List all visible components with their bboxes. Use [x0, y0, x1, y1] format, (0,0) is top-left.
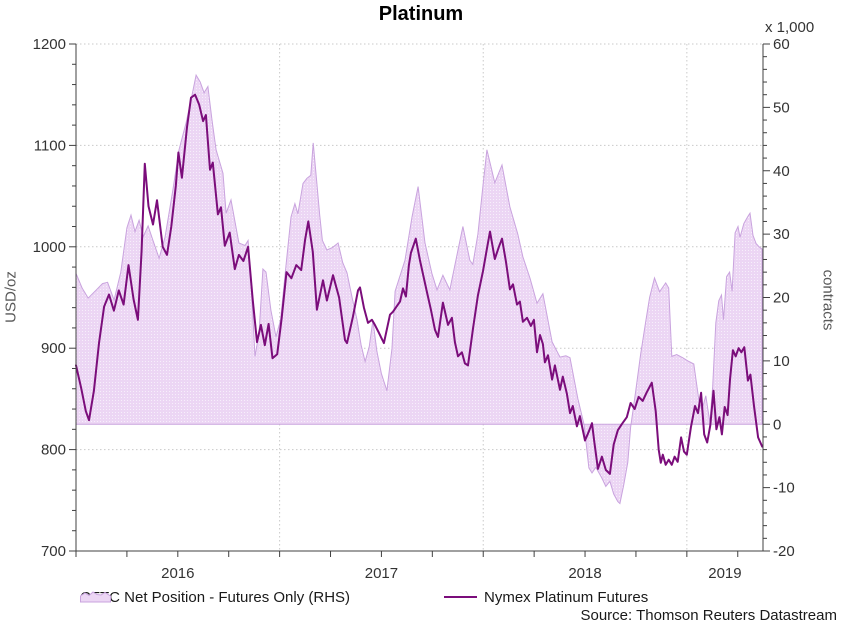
right-tick-label: 0 — [773, 416, 781, 433]
year-label: 2016 — [161, 565, 194, 582]
source-credit: Source: Thomson Reuters Datastream — [580, 607, 837, 624]
chart-title: Platinum — [378, 3, 464, 25]
area-swatch-icon — [80, 591, 111, 603]
legend-item-cftc-area: CFTC Net Position - Futures Only (RHS) — [80, 588, 351, 606]
left-tick-label: 1100 — [34, 137, 66, 154]
left-tick-label: 800 — [41, 442, 66, 459]
right-tick-label: 20 — [773, 290, 790, 307]
year-label: 2017 — [365, 565, 398, 582]
right-axis-unit-note: x 1,000 — [765, 19, 815, 36]
left-tick-label: 1200 — [33, 36, 66, 53]
right-tick-label: 10 — [773, 353, 790, 370]
left-tick-label: 1000 — [33, 239, 66, 256]
year-label: 2018 — [568, 565, 601, 582]
legend-label-nymex: Nymex Platinum Futures — [484, 588, 649, 606]
legend-item-nymex-line: Nymex Platinum Futures — [444, 588, 649, 606]
left-tick-label: 700 — [41, 543, 66, 560]
legend-label-cftc: CFTC Net Position - Futures Only (RHS) — [80, 588, 351, 606]
cftc-area-series — [75, 73, 763, 505]
left-tick-label: 900 — [41, 340, 66, 357]
right-tick-label: -10 — [773, 480, 795, 497]
year-label: 2019 — [708, 565, 741, 582]
right-tick-label: 60 — [773, 36, 790, 53]
right-tick-label: 50 — [773, 99, 790, 116]
right-tick-label: 40 — [773, 163, 790, 180]
price-line-series — [75, 93, 764, 475]
right-tick-label: 30 — [773, 226, 790, 243]
right-tick-label: -20 — [773, 543, 795, 560]
line-swatch-icon — [444, 596, 477, 598]
